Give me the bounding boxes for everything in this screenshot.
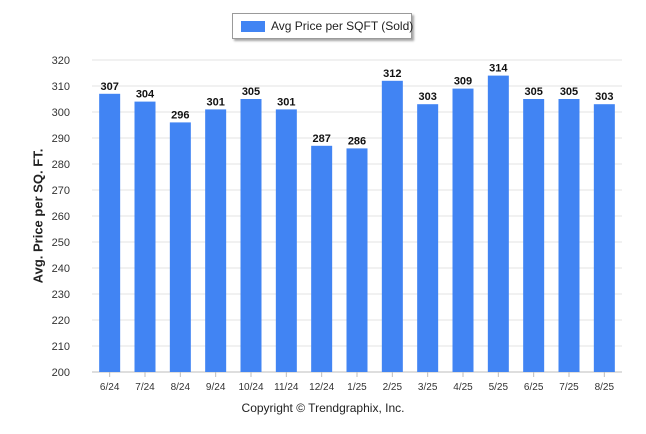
bar	[381, 80, 403, 373]
y-tick-label: 280	[52, 159, 70, 171]
bar	[205, 109, 227, 373]
data-label: 286	[348, 135, 366, 147]
data-label: 301	[206, 96, 224, 108]
y-tick-label: 300	[52, 107, 70, 119]
bar	[487, 75, 509, 372]
y-tick-label: 250	[52, 237, 70, 249]
x-tick-label: 4/25	[453, 382, 473, 393]
x-tick-label: 6/24	[100, 382, 120, 393]
bar	[134, 101, 156, 372]
y-tick-label: 260	[52, 211, 70, 223]
x-tick-label: 5/25	[489, 382, 509, 393]
y-tick-label: 270	[52, 185, 70, 197]
x-tick-label: 8/24	[171, 382, 191, 393]
data-label: 309	[454, 76, 472, 88]
x-tick-label: 3/25	[418, 382, 438, 393]
data-label: 305	[242, 86, 260, 98]
bar	[558, 99, 580, 372]
legend: Avg Price per SQFT (Sold)	[232, 13, 414, 39]
x-tick-label: 1/25	[347, 382, 367, 393]
legend-label: Avg Price per SQFT (Sold)	[271, 19, 414, 33]
x-tick-label: 8/25	[595, 382, 615, 393]
data-label: 312	[383, 68, 401, 80]
legend-swatch	[241, 21, 265, 32]
x-tick-label: 11/24	[274, 382, 299, 393]
data-label: 305	[524, 86, 542, 98]
bar	[452, 88, 474, 372]
bar	[275, 109, 297, 373]
y-tick-label: 320	[52, 55, 70, 67]
bar	[240, 99, 262, 372]
x-tick-label: 12/24	[309, 382, 334, 393]
data-label: 304	[136, 89, 155, 101]
y-tick-label: 220	[52, 315, 70, 327]
data-label: 303	[595, 91, 613, 103]
data-label: 305	[560, 86, 578, 98]
y-tick-label: 230	[52, 289, 70, 301]
data-label: 296	[171, 109, 189, 121]
bar	[311, 145, 333, 372]
y-tick-label: 200	[52, 367, 70, 379]
x-tick-label: 6/25	[524, 382, 544, 393]
bar	[99, 93, 121, 373]
data-label: 314	[489, 63, 508, 75]
data-label: 307	[100, 81, 118, 93]
x-tick-label: 2/25	[383, 382, 403, 393]
data-label: 301	[277, 96, 295, 108]
y-tick-label: 310	[52, 81, 70, 93]
x-tick-label: 10/24	[238, 382, 263, 393]
copyright-footer: Copyright © Trendgraphix, Inc.	[241, 401, 405, 415]
bar	[346, 148, 368, 372]
y-tick-label: 290	[52, 133, 70, 145]
x-tick-label: 7/24	[135, 382, 155, 393]
y-tick-label: 210	[52, 341, 70, 353]
data-label: 287	[312, 133, 330, 145]
bar	[169, 122, 191, 373]
bar	[417, 104, 439, 372]
data-label: 303	[418, 91, 436, 103]
x-tick-label: 7/25	[559, 382, 579, 393]
bar	[523, 99, 545, 372]
x-tick-label: 9/24	[206, 382, 226, 393]
bar	[593, 104, 615, 372]
y-tick-label: 240	[52, 263, 70, 275]
